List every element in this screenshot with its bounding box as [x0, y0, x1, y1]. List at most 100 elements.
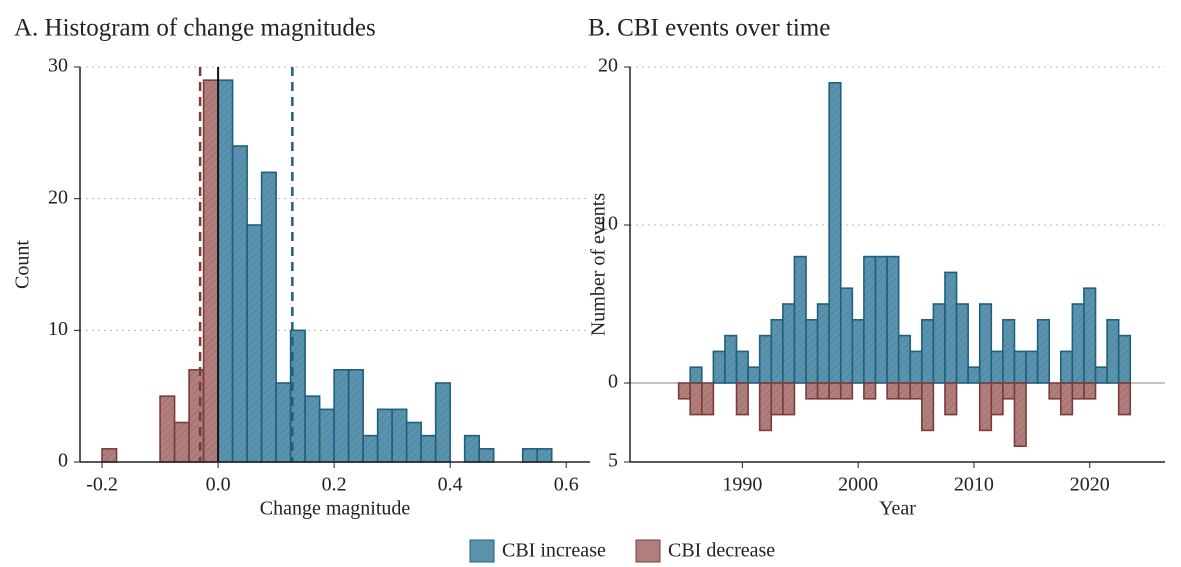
histogram-bar [391, 408, 408, 463]
histogram-bar [318, 408, 335, 463]
bar [816, 303, 830, 384]
y-axis-label: Number of events [588, 193, 610, 337]
histogram-bar [260, 171, 277, 463]
bar [897, 334, 912, 384]
bar [747, 366, 761, 384]
x-tick-label: 1990 [722, 474, 762, 496]
bar [1106, 318, 1120, 384]
x-tick-label: 2010 [954, 474, 994, 496]
histogram-bar [304, 395, 321, 463]
bar [1013, 382, 1027, 448]
histogram-bar [434, 382, 451, 463]
bar [886, 255, 900, 384]
bar [1071, 382, 1085, 400]
bar [909, 382, 923, 400]
bar [735, 382, 749, 416]
bar [700, 382, 715, 416]
histogram-bar [231, 145, 248, 463]
bar [851, 318, 865, 384]
histogram-bar [101, 448, 118, 463]
histogram-bar [246, 224, 263, 463]
bar [689, 366, 703, 384]
bar [770, 318, 784, 384]
bar [1002, 382, 1016, 400]
bar [863, 255, 877, 384]
bar [1094, 366, 1108, 384]
y-tick-label: 0 [58, 450, 68, 472]
histogram-bar [536, 448, 553, 463]
bar [944, 382, 958, 416]
bar [770, 382, 784, 416]
bar [944, 271, 958, 384]
x-axis-label: Change magnitude [260, 498, 411, 520]
bar [990, 350, 1004, 384]
bar [897, 382, 912, 400]
y-tick-label: 10 [48, 318, 68, 340]
histogram-bar [376, 408, 393, 463]
histogram-bar [405, 421, 422, 463]
chart-title: B. CBI events over time [588, 15, 830, 42]
bar [909, 350, 923, 384]
bar [921, 382, 935, 432]
bar [782, 303, 796, 384]
x-tick-label: -0.2 [86, 474, 118, 496]
x-tick-label: 2020 [1070, 474, 1110, 496]
bar [1083, 382, 1097, 400]
bar [978, 303, 993, 384]
bar [990, 382, 1004, 416]
bar [863, 382, 877, 400]
chart-title: A. Histogram of change magnitudes [14, 15, 376, 42]
bar [1083, 287, 1097, 384]
bar [1059, 350, 1074, 384]
x-axis-label: Year [879, 498, 916, 520]
histogram-bar [275, 382, 292, 463]
bar [724, 334, 738, 384]
bar [1071, 303, 1085, 384]
histogram-bar [159, 395, 176, 463]
bar [1048, 382, 1062, 400]
legend-swatch [635, 539, 661, 563]
bar [805, 382, 819, 400]
histogram-bar [333, 369, 350, 463]
bar [1036, 318, 1050, 384]
x-tick-label: 0.2 [322, 474, 347, 496]
legend-label: CBI increase [502, 540, 606, 562]
y-tick-label: 0 [608, 371, 618, 393]
legend-label: CBI decrease [668, 540, 775, 562]
histogram-bar [173, 421, 190, 463]
histogram-bar [420, 434, 437, 463]
bar [1025, 350, 1039, 384]
bar [955, 303, 969, 384]
bar [793, 255, 807, 384]
histogram-bar [463, 434, 480, 463]
x-tick-label: 2000 [838, 474, 878, 496]
histogram-bar [362, 434, 379, 463]
legend-swatch [469, 539, 495, 563]
bar [839, 287, 854, 384]
y-tick-label: 20 [598, 55, 618, 77]
bar [677, 382, 692, 400]
histogram-bar [188, 369, 205, 463]
bar [758, 334, 773, 384]
bar [886, 382, 900, 400]
histogram-bar [202, 79, 219, 463]
bar [828, 82, 842, 384]
bar [978, 382, 993, 432]
bar [839, 382, 854, 400]
y-tick-label: 10 [598, 213, 618, 235]
histogram-bar [347, 369, 364, 463]
y-axis-label: Count [12, 240, 34, 289]
bar [1002, 318, 1016, 384]
bar [816, 382, 830, 400]
bar [758, 382, 773, 432]
bar [735, 350, 749, 384]
bar [921, 318, 935, 384]
x-tick-label: 0.4 [438, 474, 463, 496]
histogram-bar [217, 79, 234, 463]
bar [967, 366, 981, 384]
x-tick-label: 0.0 [206, 474, 231, 496]
y-tick-label: 5 [608, 450, 618, 472]
bar [1117, 382, 1132, 416]
